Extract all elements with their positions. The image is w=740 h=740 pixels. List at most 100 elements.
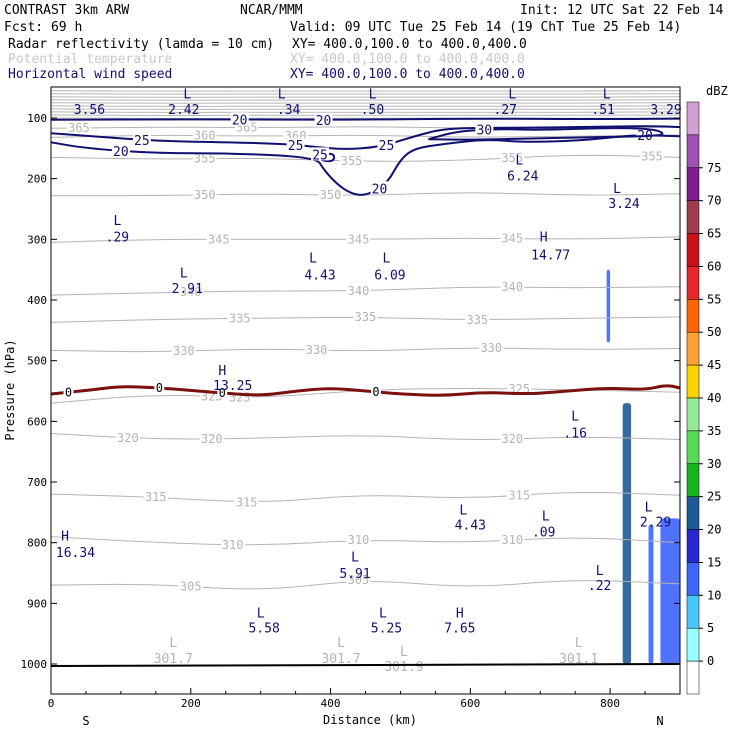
freezing-level: 0 0 0 0 [50,381,681,400]
theta-min-value-2: 301.9 [384,660,423,675]
wind-extremum-marker-5: L [515,153,523,168]
theta-label-bg-340-2 [500,280,525,294]
theta-label-365-0: 365 [68,121,90,135]
wind-extremum-value-21: .22 [588,579,611,594]
wind-extremum-value-17: .09 [532,526,555,541]
wind-label-bg-1-1 [636,128,655,142]
theta-label-bg-345-1 [346,232,371,246]
theta-label-bg-335-0 [227,311,252,325]
theta-min-marker-2: L [400,645,408,660]
theta-label-bg-340-0 [178,285,203,299]
freezing-label-bg-1 [154,381,165,393]
wind-extremum-value-22: 5.58 [249,622,280,637]
theta-label-bg-310-2 [500,533,525,547]
y-tick-label-1: 200 [27,173,47,186]
theta-min-marker-3: L [575,636,583,651]
x-tick-label-1: 200 [181,697,201,710]
theta-label-bg-330-1 [304,343,329,357]
theta-label-bg-350-0 [192,187,217,201]
wind-contour-30-3 [428,127,664,141]
valid-time: Valid: 09 UTC Tue 25 Feb 14 (19 ChT Tue … [290,20,681,35]
wind-extremum-value-4: .27 [494,103,517,118]
colorbar-swatch-4 [686,529,700,563]
freezing-label-3: 0 [372,385,379,399]
y-tick-label-5: 600 [27,415,47,428]
wind-extremum-marker-8: H [540,230,548,245]
theta-label-bg-305-0 [178,579,203,593]
reflectivity-cell-0 [622,403,632,664]
freezing-label-bg-3 [370,385,381,397]
colorbar-label-0: 0 [707,654,714,668]
wind-extremum-marker-17: H [61,529,69,544]
theta-label-bg-310-1 [346,533,371,547]
theta-min-marker-1: L [337,636,345,651]
theta-label-345-0: 345 [208,232,230,246]
theta-label-315-1: 315 [236,495,258,509]
theta-label-340-1: 340 [348,284,370,298]
reflectivity-cell-1 [606,269,611,343]
init-time: Init: 12 UTC Sat 22 Feb 14 [520,3,724,18]
y-axis-label: Pressure (hPa) [3,339,17,440]
theta-label-355-0: 355 [194,152,216,166]
theta-min-marker-0: L [169,636,177,651]
colorbar-swatch-14 [686,200,700,234]
colorbar-swatch-10 [686,331,700,366]
wind-extremum-marker-19: L [596,564,604,579]
wind-label-bg-2-1 [286,137,305,151]
field-3-xy: XY= 400.0,100.0 to 400.0,400.0 [290,67,525,82]
theta-label-bg-355-0 [192,151,217,165]
theta-label-355-1: 355 [341,154,363,168]
theta-label-bg-355-3 [640,149,665,163]
freezing-level-line [50,384,681,397]
wind-label-1-0: 20 [372,182,388,197]
freezing-label-bg-0 [63,386,74,398]
theta-label-bg-305-1 [346,572,371,586]
theta-contour-310 [50,536,681,546]
wind-extremum-value-12: 4.43 [304,269,335,284]
theta-label-335-2: 335 [466,313,488,327]
wind-extremum-value-3: .50 [361,103,384,118]
wind-label-bg-0-0 [230,112,249,126]
theta-label-bg-325-2 [507,381,532,395]
wind-extremum-marker-3: L [508,88,516,103]
colorbar-swatch-3 [686,562,700,596]
theta-contour-340 [50,286,681,296]
colorbar-swatch-17 [686,101,700,136]
wind-label-bg-2-0 [132,132,151,146]
wind-extremum-marker-15: L [542,509,550,524]
wind-extremum-marker-16: L [645,500,653,515]
extrema-labels: L L L L L L L L H L L L H L L L L H L L L L H 3.56 2.42 .34 .50 .27… [56,88,682,675]
theta-label-bg-350-1 [318,188,343,202]
theta-label-335-0: 335 [229,311,251,325]
theta-contour-335 [50,316,681,323]
theta-label-bg-330-0 [171,344,196,358]
theta-label-bg-360-0 [192,128,217,142]
theta-label-bg-310-0 [220,537,245,551]
wind-extremum-marker-20: L [257,606,265,621]
wind-extremum-value-15: .16 [563,426,586,441]
wind-label-2-1: 25 [288,139,304,154]
wind-label-bg-0-1 [314,112,333,126]
wind-label-bg-4-0 [311,147,330,161]
colorbar-label-1: 5 [707,621,714,635]
x-tick-label-2: 400 [321,697,341,710]
colorbar-swatch-16 [686,134,700,169]
theta-label-335-1: 335 [355,310,377,324]
wind-label-0-0: 20 [232,113,248,128]
y-tick-label-3: 400 [27,294,47,307]
forecast-hour: Fcst: 69 h [4,20,82,35]
wind-extremum-value-19: 16.34 [56,546,95,561]
colorbar-swatch-5 [686,496,700,530]
theta-label-bg-315-0 [143,490,168,504]
theta-label-320-0: 320 [117,431,139,445]
wind-extremum-value-10: 14.77 [531,249,570,264]
wind-extremum-value-14: 13.25 [213,379,252,394]
wind-extremum-marker-2: L [369,88,377,103]
reflectivity-cell-2 [648,524,654,664]
theta-label-355-2: 355 [501,151,523,165]
colorbar-swatch-2 [686,595,700,629]
wind-extremum-marker-6: L [613,182,621,197]
freezing-label-bg-2 [217,386,228,398]
wind-label-4-0: 25 [312,148,328,163]
